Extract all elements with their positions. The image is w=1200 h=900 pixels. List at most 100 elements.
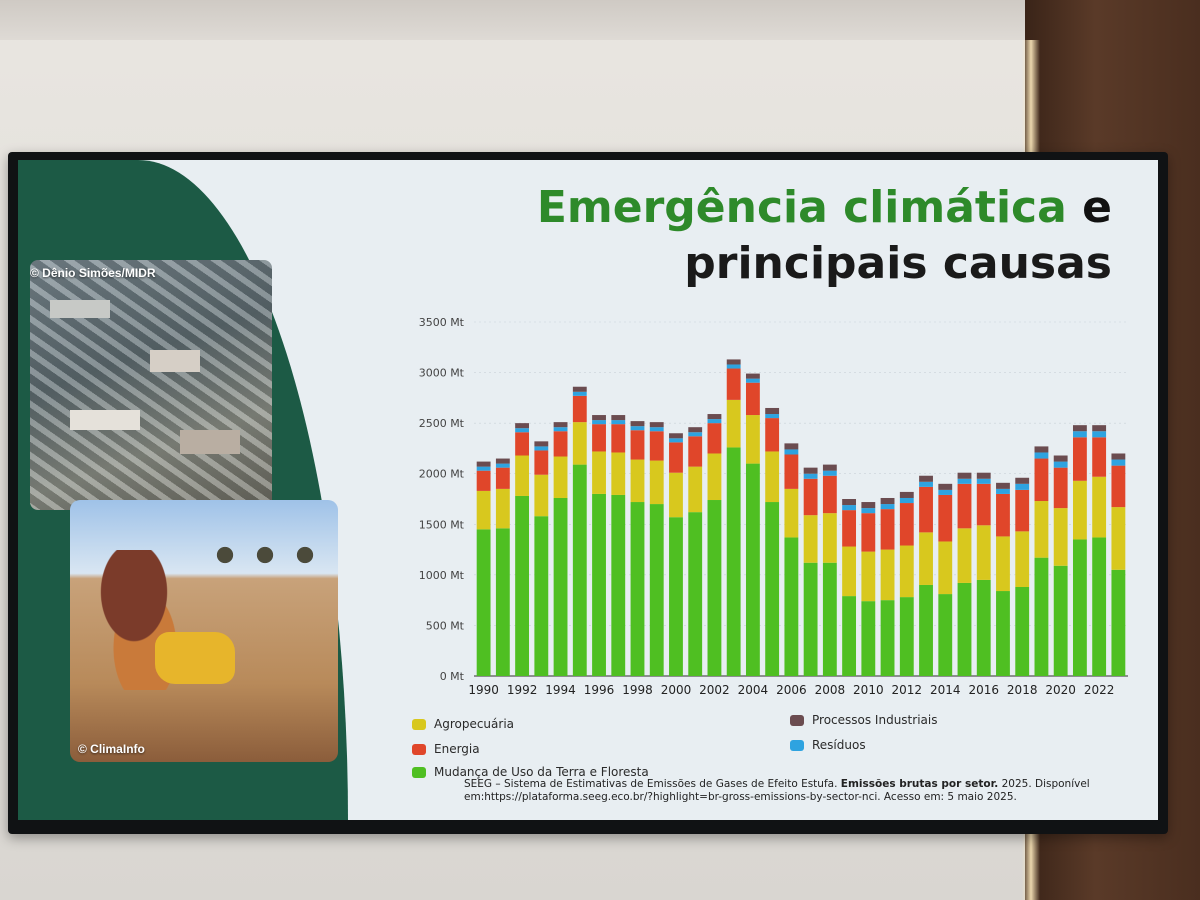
bar-segment xyxy=(707,500,722,676)
bar-segment xyxy=(1092,437,1107,477)
ceiling xyxy=(0,0,1200,40)
x-tick-label: 2018 xyxy=(1007,683,1038,697)
bar-segment xyxy=(765,418,780,452)
bar-segment xyxy=(553,497,568,676)
bar-segment xyxy=(476,461,491,467)
bar-segment xyxy=(1092,537,1107,676)
bar-segment xyxy=(1015,477,1030,484)
bar-segment xyxy=(649,422,664,428)
y-tick-label: 3500 Mt xyxy=(419,316,465,329)
bar-segment xyxy=(572,464,587,676)
x-tick-label: 1996 xyxy=(584,683,615,697)
photo-water-jug xyxy=(155,632,235,684)
bar-segment xyxy=(880,497,895,505)
bar-segment xyxy=(1111,459,1126,466)
bar-segment xyxy=(611,494,626,676)
bar-segment xyxy=(919,486,933,533)
bar-segment xyxy=(957,528,972,583)
source-bold: Emissões brutas por setor. xyxy=(840,778,999,790)
x-tick-label: 2020 xyxy=(1045,683,1076,697)
bar-segment xyxy=(1034,501,1049,558)
bar-segment xyxy=(1072,431,1087,438)
bar-segment xyxy=(553,431,568,457)
bar-segment xyxy=(842,546,857,597)
bar-segment xyxy=(649,504,664,676)
presentation-slide: © Dênio Simões/MIDR © ClimaInfo Emergênc… xyxy=(18,160,1158,820)
bar-segment xyxy=(707,453,722,501)
bar-segment xyxy=(803,473,818,479)
bar-segment xyxy=(707,414,722,420)
bar-segment xyxy=(842,499,857,506)
legend-swatch xyxy=(412,718,426,730)
bar-segment xyxy=(1111,569,1126,676)
bar-segment xyxy=(611,420,626,425)
bar-segment xyxy=(630,430,645,460)
bar-segment xyxy=(669,517,683,676)
x-tick-label: 2004 xyxy=(738,683,769,697)
bar-segment xyxy=(534,516,549,676)
bar-segment xyxy=(919,532,933,585)
bar-segment xyxy=(803,515,818,563)
bar-segment xyxy=(649,427,664,432)
photo-roof xyxy=(50,300,110,318)
bar-segment xyxy=(515,432,530,456)
x-tick-label: 2022 xyxy=(1084,683,1115,697)
bar-segment xyxy=(592,493,606,676)
bar-segment xyxy=(1053,565,1068,676)
bar-segment xyxy=(957,472,972,479)
bar-segment xyxy=(688,427,703,433)
bar-segment xyxy=(803,467,818,474)
tv-monitor: © Dênio Simões/MIDR © ClimaInfo Emergênc… xyxy=(8,152,1168,834)
bar-segment xyxy=(726,368,741,400)
bar-segment xyxy=(630,426,645,431)
title-line2: principais causas xyxy=(684,238,1112,289)
bar-segment xyxy=(592,424,606,452)
bar-segment xyxy=(803,562,818,676)
bar-segment xyxy=(919,584,933,676)
bar-segment xyxy=(572,386,587,392)
bar-segment xyxy=(688,436,703,467)
bar-segment xyxy=(1034,452,1049,459)
flood-aerial-photo: © Dênio Simões/MIDR xyxy=(30,260,272,510)
bar-segment xyxy=(726,359,741,365)
title-line1-end: e xyxy=(1082,182,1112,233)
bar-segment xyxy=(1072,425,1087,432)
bar-segment xyxy=(784,537,799,676)
bar-segment xyxy=(688,432,703,437)
bar-segment xyxy=(861,601,876,676)
bar-segment xyxy=(996,536,1010,592)
bar-segment xyxy=(880,509,895,550)
bar-segment xyxy=(822,475,837,514)
bar-segment xyxy=(938,494,953,542)
bar-segment xyxy=(726,364,741,369)
bar-segment xyxy=(553,456,568,498)
bar-segment xyxy=(611,424,626,453)
bar-segment xyxy=(938,483,953,490)
bar-segment xyxy=(899,545,914,598)
bar-segment xyxy=(899,491,914,498)
bar-segment xyxy=(1092,425,1107,432)
bar-segment xyxy=(1015,483,1030,490)
bar-segment xyxy=(880,504,895,510)
bar-segment xyxy=(669,472,683,518)
legend-label: Energia xyxy=(434,742,480,756)
legend-item-mudanca-uso-terra: Mudança de Uso da Terra e Floresta xyxy=(412,765,649,779)
x-tick-label: 2006 xyxy=(776,683,807,697)
bar-segment xyxy=(707,423,722,454)
bar-segment xyxy=(1053,508,1068,566)
legend-item-processos-industriais: Processos Industriais xyxy=(790,713,937,727)
bar-segment xyxy=(919,475,933,482)
bar-segment xyxy=(938,541,953,595)
bar-segment xyxy=(572,391,587,396)
bar-segment xyxy=(553,427,568,432)
bar-segment xyxy=(572,395,587,423)
bar-segment xyxy=(534,474,549,517)
bar-segment xyxy=(515,428,530,433)
bar-segment xyxy=(784,449,799,455)
bar-segment xyxy=(861,551,876,602)
bar-segment xyxy=(899,497,914,504)
bar-segment xyxy=(996,488,1010,494)
bar-segment xyxy=(822,562,837,676)
legend-label: Agropecuária xyxy=(434,717,515,731)
bar-segment xyxy=(1053,461,1068,468)
